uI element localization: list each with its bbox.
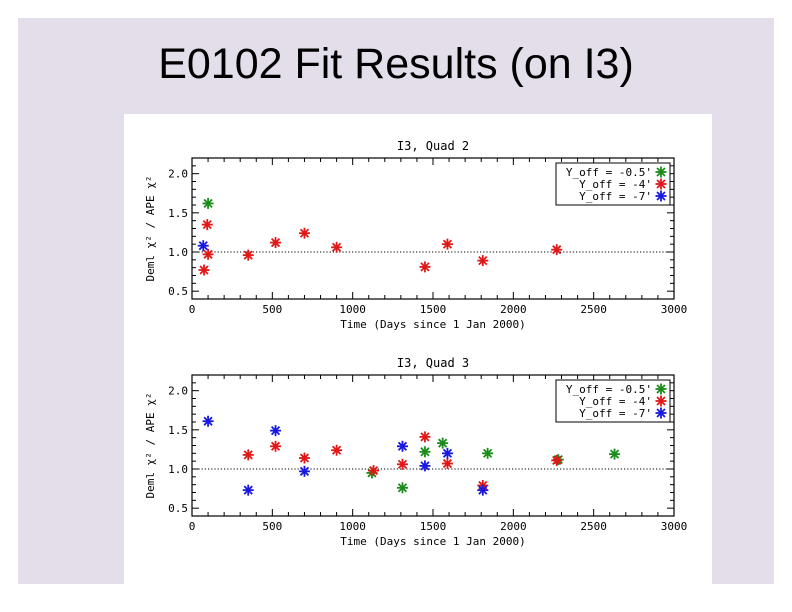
legend-marker [655,190,667,202]
y-tick-label: 0.5 [168,285,188,298]
legend-marker [655,178,667,190]
x-tick-label: 2000 [500,303,527,316]
data-point [551,244,563,256]
chart-panel-2: I3, Quad 3 0 500 1000 1500 2000 2500 3000 0.5 1.0… [144,356,687,548]
data-point [298,465,310,477]
data-point [477,484,489,496]
data-point [551,454,563,466]
x-tick-label: 2500 [580,303,607,316]
series-3 [202,415,489,496]
x-axis-label: Time (Days since 1 Jan 2000) [340,318,525,331]
legend-box [555,162,671,206]
data-point [270,237,282,249]
data-point [609,448,621,460]
data-point [270,440,282,452]
x-tick-label: 500 [262,303,282,316]
x-tick-label: 3000 [661,303,688,316]
series-1 [202,197,214,209]
data-point [298,452,310,464]
y-axis-label: Deml χ² / APE χ² [144,176,157,282]
y-tick-label: 2.0 [168,385,188,398]
data-point [198,264,210,276]
data-point [419,431,431,443]
slide-title: E0102 Fit Results (on I3) [158,40,634,88]
x-axis-label: Time (Days since 1 Jan 2000) [340,535,525,548]
data-point [331,241,343,253]
legend: Y_off = -0.5'Y_off = -4'Y_off = -7' [555,162,671,206]
y-axis-label: Deml χ² / APE χ² [144,393,157,499]
chart-title: I3, Quad 2 [397,139,469,153]
series-2 [198,219,563,276]
y-tick-label: 1.0 [168,463,188,476]
legend: Y_off = -0.5'Y_off = -4'Y_off = -7' [555,379,671,423]
y-tick-label: 0.5 [168,502,188,515]
x-tick-label: 3000 [661,520,688,533]
y-tick-label: 1.5 [168,424,188,437]
legend-marker [655,383,667,395]
charts-canvas: I3, Quad 2 0 500 1000 1500 2000 2500 3000 0.5 1.0… [144,139,687,548]
data-point [419,460,431,472]
legend-marker [655,395,667,407]
data-point [396,440,408,452]
data-point [477,255,489,267]
figure: I3, Quad 2 0 500 1000 1500 2000 2500 3000 0.5 1.0… [124,114,712,584]
data-point [368,465,380,477]
data-point [242,449,254,461]
x-tick-label: 2000 [500,520,527,533]
x-tick-label: 500 [262,520,282,533]
y-tick-label: 1.5 [168,207,188,220]
data-point [396,482,408,494]
data-point [441,238,453,250]
data-point [419,261,431,273]
x-tick-label: 1000 [339,303,366,316]
x-tick-label: 2500 [580,520,607,533]
data-point [441,458,453,470]
data-point [201,219,213,231]
data-point [202,197,214,209]
x-tick-label: 0 [189,303,196,316]
data-point [242,249,254,261]
legend-label: Y_off = -0.5' [566,383,652,396]
data-point [242,484,254,496]
data-point [202,415,214,427]
slide: E0102 Fit Results (on I3) I3, Quad 2 0 500… [18,18,774,584]
legend-label: Y_off = -7' [579,190,652,203]
chart-title: I3, Quad 3 [397,356,469,370]
x-tick-label: 1500 [420,303,447,316]
legend-label: Y_off = -7' [579,407,652,420]
legend-marker [655,166,667,178]
y-tick-label: 2.0 [168,168,188,181]
series-2 [242,431,563,491]
data-point [270,425,282,437]
data-point [331,444,343,456]
x-tick-label: 1500 [420,520,447,533]
legend-label: Y_off = -4' [579,395,652,408]
legend-label: Y_off = -4' [579,178,652,191]
legend-box [555,379,671,423]
data-point [298,227,310,239]
data-point [197,240,209,252]
data-point [419,446,431,458]
chart-panel-1: I3, Quad 2 0 500 1000 1500 2000 2500 3000 0.5 1.0… [144,139,687,331]
data-point [437,437,449,449]
x-tick-label: 0 [189,520,196,533]
data-point [482,447,494,459]
data-point [202,248,214,260]
x-tick-label: 1000 [339,520,366,533]
y-tick-label: 1.0 [168,246,188,259]
legend-label: Y_off = -0.5' [566,166,652,179]
legend-marker [655,407,667,419]
series-3 [197,240,209,252]
data-point [396,458,408,470]
data-point [441,447,453,459]
